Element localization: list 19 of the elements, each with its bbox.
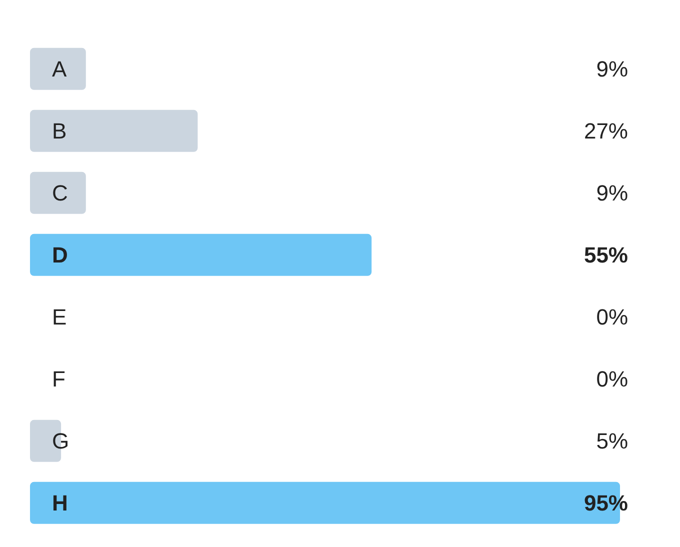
- data-label: 0%: [596, 304, 628, 330]
- bar: [30, 234, 372, 276]
- y-tick-label: H: [52, 490, 68, 516]
- y-tick-label: D: [52, 242, 68, 268]
- data-label: 55%: [584, 242, 628, 268]
- y-tick-label: C: [52, 180, 68, 206]
- bar: [30, 110, 198, 152]
- data-label: 27%: [584, 118, 628, 144]
- y-tick-label: E: [52, 304, 67, 330]
- y-tick-label: B: [52, 118, 67, 144]
- bar: [30, 172, 86, 214]
- y-tick-label: F: [52, 366, 66, 392]
- y-tick-label: G: [52, 428, 70, 454]
- data-label: 0%: [596, 366, 628, 392]
- bar: [30, 48, 86, 90]
- y-tick-label: A: [52, 56, 67, 82]
- data-label: 5%: [596, 428, 628, 454]
- data-label: 9%: [596, 56, 628, 82]
- data-label: 9%: [596, 180, 628, 206]
